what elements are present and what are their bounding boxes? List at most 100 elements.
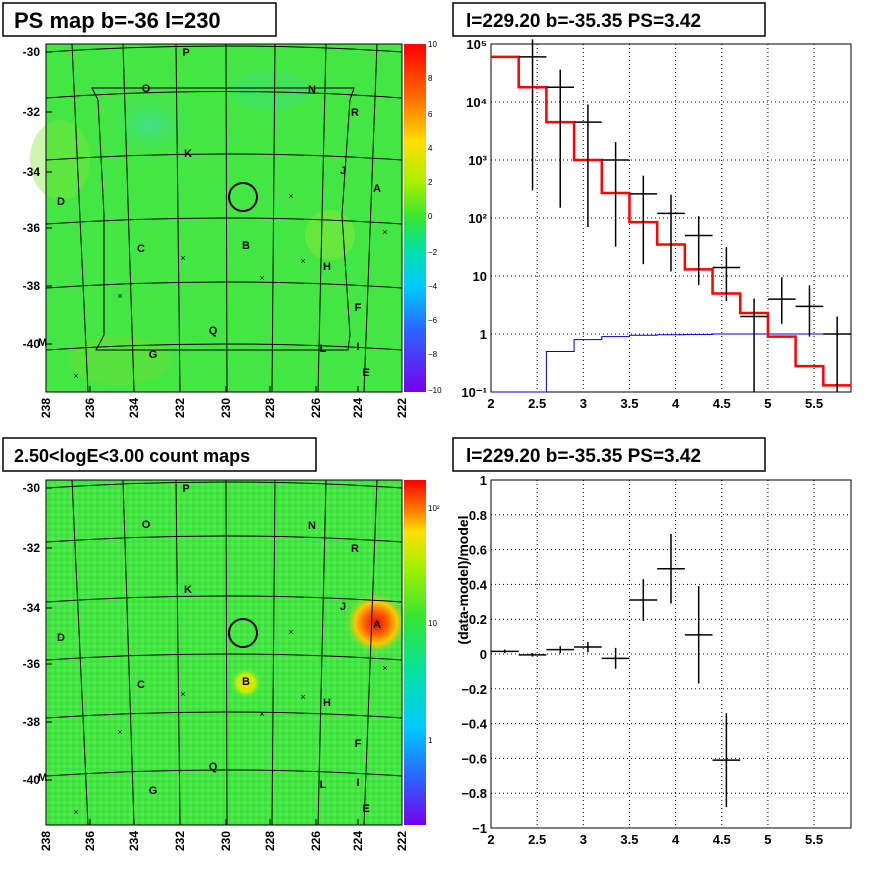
source-label-l: L [320,343,327,355]
ps-map-x-axis: 238 236 234 232 230 228 226 224 222 [39,386,409,418]
x-tick-label: 4 [672,832,680,847]
source-label-c: C [137,679,145,691]
y-tick-label: −1 [472,821,487,836]
x-tick-label: 3 [580,396,587,411]
y-tick-label: -40 [23,773,41,787]
y-tick-label: -40 [23,337,41,351]
x-tick-label: 226 [309,831,323,851]
source-label-p: P [182,47,189,59]
source-label-r: R [351,543,359,555]
y-tick-label: 1 [480,327,487,342]
y-tick-label: -38 [23,715,41,729]
x-tick-label: 238 [39,398,53,418]
x-tick-label: 222 [395,398,409,418]
source-label-d: D [57,632,65,644]
residual-plot: 2 2.5 3 3.5 4 4.5 5 5.5 1 0.8 0.6 0.4 0.2 0 −0.2 −0.4 −0… [455,473,851,847]
y-tick-label: -30 [23,45,41,59]
colorbar-tick-label: 4 [428,144,433,153]
colorbar-tick-label: 10 [428,619,437,628]
background-model-line [491,333,851,393]
x-tick-label: 2.5 [528,396,546,411]
residual-panel: l=229.20 b=-35.35 PS=3.42 2 2.5 3 3.5 4 4.5 5 5… [452,437,852,847]
source-label-e: E [362,803,369,815]
colorbar-tick-label: −6 [428,316,438,325]
x-tick-label: 2 [487,396,494,411]
count-map-coordinate-grid [45,479,403,826]
source-label-k: K [184,584,192,596]
source-label-b: B [242,676,250,688]
count-map-panel: 2.50<logE<3.00 count maps P O N R K J A D B C H F Q G… [2,437,440,851]
source-label-r: R [351,107,359,119]
count-map-source-labels: P O N R K J A D B C H F Q G L I E × × × × × × × [57,483,388,817]
y-tick-label: 10² [468,211,487,226]
source-label-n: N [308,520,316,532]
source-label-i: I [356,341,359,353]
source-cross-marker: × [382,227,387,237]
source-cross-marker: × [180,689,185,699]
ps-map-colorbar: 10 8 6 4 2 0 −2 −4 −6 −8 −10 [404,40,442,395]
source-cross-marker: × [73,371,78,381]
x-tick-label: 236 [83,398,97,418]
source-cross-marker: × [288,627,293,637]
source-cross-marker: × [300,256,305,266]
y-tick-label: −0.4 [461,717,487,732]
source-label-g: G [149,349,158,361]
x-tick-label: 232 [173,831,187,851]
y-tick-label: -38 [23,279,41,293]
source-label-h: H [323,261,331,273]
colorbar-tick-label: −8 [428,350,438,359]
x-tick-label: 236 [83,831,97,851]
source-label-n: N [308,84,316,96]
y-tick-label: -34 [23,165,41,179]
x-tick-label: 234 [127,398,141,418]
spectrum-title: l=229.20 b=-35.35 PS=3.42 [466,11,701,32]
colorbar-tick-label: 8 [428,74,433,83]
x-tick-label: 222 [395,831,409,851]
source-label-k: K [184,148,192,160]
source-label-d: D [57,196,65,208]
source-label-i: I [356,777,359,789]
ps-map-title-box [2,2,277,37]
y-tick-label: -32 [23,105,41,119]
x-tick-label: 4.5 [713,832,731,847]
x-tick-label: 228 [263,398,277,418]
source-label-a: A [373,619,381,631]
y-tick-label: 0 [480,647,487,662]
y-tick-label: 0.6 [469,543,487,558]
source-label-j: J [340,165,346,177]
source-label-f: F [355,302,362,314]
source-label-a: A [373,183,381,195]
spectrum-panel: l=229.20 b=-35.35 PS=3.42 2 2.5 3 3.5 4 4.5 5 5… [452,2,852,411]
y-tick-label: 1 [480,473,487,488]
y-tick-label: 10⁻¹ [461,385,487,400]
y-tick-label: 10⁴ [466,95,487,110]
y-tick-label: -36 [23,221,41,235]
x-tick-label: 230 [219,831,233,851]
colorbar-tick-label: −2 [428,248,438,257]
ps-map-panel: PS map b=-36 l=230 P O N R K J A D B [2,2,442,418]
x-tick-label: 4.5 [713,396,731,411]
ps-map-m-label: M [38,337,47,349]
source-cross-marker: × [300,692,305,702]
x-tick-label: 226 [309,398,323,418]
y-tick-label: 0.4 [469,577,488,592]
x-tick-label: 234 [127,831,141,851]
x-tick-label: 3 [580,832,587,847]
ps-map-image [30,44,402,392]
count-map-title-box [2,437,317,472]
source-label-j: J [340,601,346,613]
x-tick-label: 5.5 [805,832,823,847]
y-tick-label: −0.2 [461,682,487,697]
colorbar-tick-label: −10 [428,386,442,395]
y-tick-label: 10⁵ [466,37,487,52]
x-tick-label: 5 [764,396,771,411]
colorbar-tick-label: 6 [428,110,433,119]
source-cross-marker: × [117,727,122,737]
source-label-c: C [137,243,145,255]
colorbar-tick-label: −4 [428,282,438,291]
source-label-p: P [182,483,189,495]
ps-map-y-axis: -30 -32 -34 -36 -38 -40 [23,45,52,351]
y-tick-label: −0.6 [461,751,487,766]
source-cross-marker: × [180,253,185,263]
x-tick-label: 5.5 [805,396,823,411]
